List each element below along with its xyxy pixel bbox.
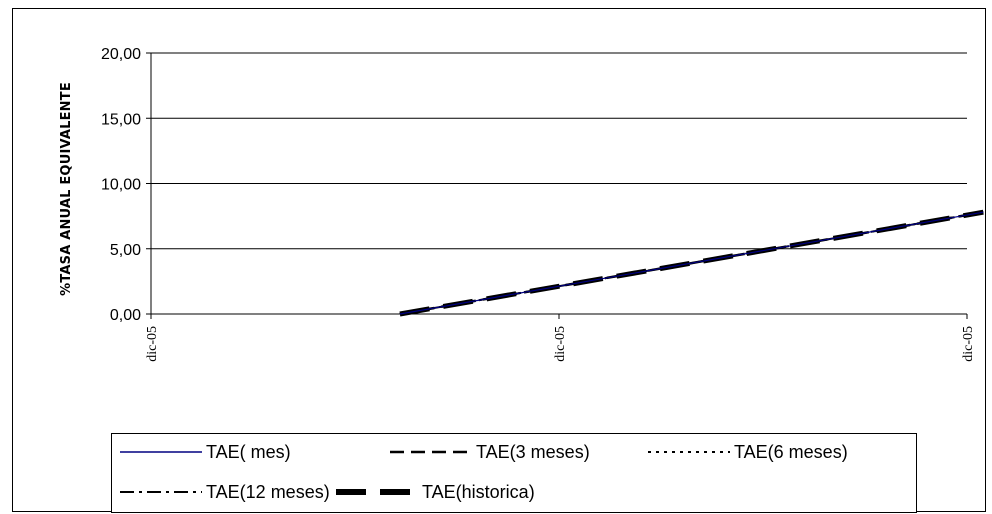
- legend-item-tae-3-meses: TAE(3 meses): [388, 440, 590, 464]
- legend-item-tae-6-meses: TAE(6 meses): [646, 440, 848, 464]
- chart-area: 0,00 5,00 10,00 15,00 20,00 dic-05 dic-05 dic-0…: [12, 8, 986, 513]
- y-tick-label-0: 0,00: [110, 307, 141, 324]
- y-axis-label: %TASA ANUAL EQUIVALENTE: [59, 82, 74, 296]
- y-tick-label-1: 5,00: [110, 242, 141, 259]
- legend-item-tae-mes: TAE( mes): [118, 440, 291, 464]
- legend-label-tae-3-meses: TAE(3 meses): [476, 441, 590, 462]
- legend-label-tae-mes: TAE( mes): [206, 441, 291, 462]
- legend-item-tae-12-meses: TAE(12 meses): [118, 480, 330, 504]
- legend-label-tae-historica: TAE(historica): [422, 481, 535, 502]
- legend-swatch-tae-3-meses: [390, 450, 472, 454]
- legend-label-tae-6-meses: TAE(6 meses): [734, 441, 848, 462]
- x-tick-label-2: dic-05: [961, 326, 976, 362]
- legend-item-tae-historica: TAE(historica): [334, 480, 535, 504]
- legend-swatch-tae-mes: [120, 451, 202, 453]
- chart-plot: 0,00 5,00 10,00 15,00 20,00 dic-05 dic-05 dic-0…: [59, 46, 984, 362]
- y-tick-label-4: 20,00: [101, 46, 141, 63]
- y-tick-label-3: 15,00: [101, 111, 141, 128]
- legend-label-tae-12-meses: TAE(12 meses): [206, 481, 330, 502]
- x-tick-label-0: dic-05: [145, 326, 160, 362]
- y-tick-label-2: 10,00: [101, 177, 141, 194]
- legend-swatch-tae-12-meses: [120, 491, 202, 493]
- legend-swatch-tae-historica: [336, 489, 418, 495]
- series-line-tae-mes: [399, 211, 984, 315]
- legend: TAE( mes) TAE(3 meses) TAE(6 meses) TAE(…: [111, 433, 917, 513]
- x-tick-label-1: dic-05: [553, 326, 568, 362]
- legend-swatch-tae-6-meses: [648, 451, 730, 453]
